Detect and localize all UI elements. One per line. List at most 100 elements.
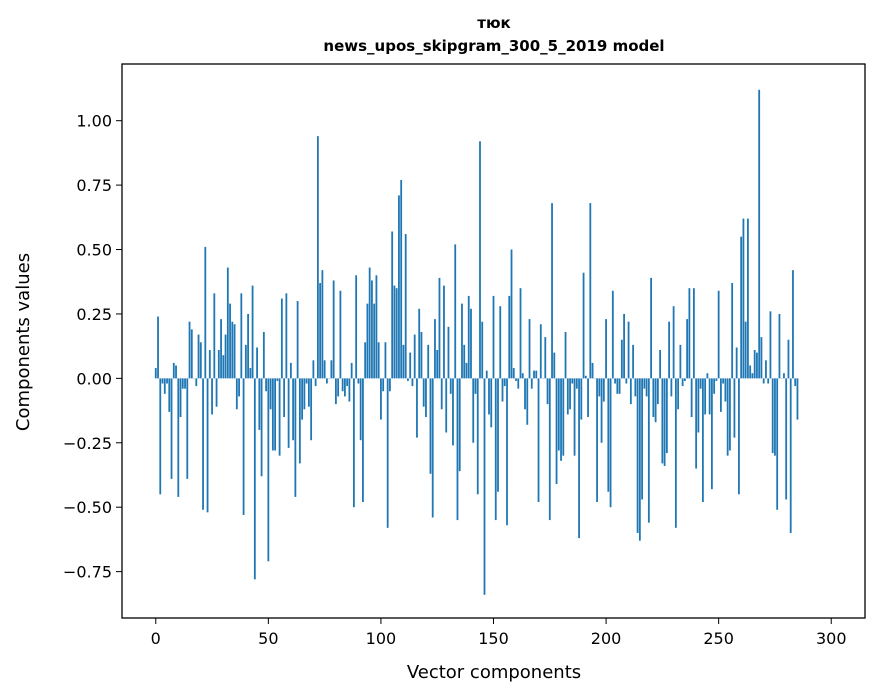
bar [154,368,157,379]
bar [195,378,198,387]
bar [720,378,722,412]
bar [670,378,673,397]
bar [508,295,511,379]
y-tick-label: 0.75 [76,176,112,195]
x-axis-label: Vector components [407,662,581,683]
bar [445,378,448,433]
bar [731,283,734,379]
bar [690,378,693,418]
x-tick-label: 100 [366,629,397,648]
bar [159,378,162,495]
bar [262,331,265,379]
bar [605,319,607,379]
y-tick-label: 0.50 [76,241,112,260]
bar [409,352,412,379]
bar [312,360,315,379]
bar [452,378,454,446]
bar [715,378,718,381]
bar [677,378,680,410]
bar [202,378,204,510]
bar [314,378,317,387]
bar [654,378,657,423]
bar [481,321,484,379]
bar [161,378,164,384]
bar [271,378,274,451]
bar [235,378,238,410]
bar [166,378,168,384]
bar [490,378,493,428]
bar [454,244,457,379]
bar [353,378,355,508]
bar [319,283,322,379]
bar [765,360,767,379]
bar [758,89,761,379]
bar [422,378,425,407]
bar [602,378,605,402]
bar [384,342,387,379]
bar [226,267,229,379]
bar [366,303,369,379]
bar [476,378,479,495]
bar [553,352,556,379]
bar [233,324,236,379]
bar [589,203,592,379]
bar [190,329,193,379]
bar [760,337,763,379]
bar [627,321,630,379]
bar [580,378,583,420]
bar [289,362,292,379]
bar [197,334,200,379]
bar [747,218,749,379]
bar [769,311,772,379]
bar [294,378,297,497]
bar [456,378,459,521]
bar [668,321,671,379]
bar [688,288,691,379]
bar [519,288,522,379]
bar [231,321,234,379]
bar [269,378,272,410]
x-tick-label: 250 [703,629,734,648]
bar [321,270,324,379]
bar [510,249,513,379]
bar [386,378,389,528]
x-tick-label: 150 [478,629,509,648]
bar [429,378,432,474]
bar [301,378,304,420]
bar [310,378,313,441]
bar [783,373,785,379]
bar [330,360,333,379]
bar [400,179,403,379]
bar [285,293,288,379]
bar [521,373,524,379]
bar [238,378,240,397]
bar [247,313,249,379]
bar [681,378,684,387]
bar [544,337,547,379]
bar [787,339,790,379]
bar [398,195,400,379]
bar [181,378,184,389]
bar [517,378,520,389]
bar [582,272,585,379]
bar [211,378,213,415]
bar [157,316,159,379]
bar [497,378,499,492]
bar [528,319,531,379]
bar [584,375,587,379]
bar [656,378,659,405]
bar [634,378,637,397]
bar [573,378,576,456]
bar [659,350,662,379]
bar [692,288,695,379]
x-tick-label: 50 [258,629,278,648]
bar [343,378,346,397]
bar [488,378,490,415]
bar [503,378,506,387]
bar [636,378,639,533]
bar [224,334,227,379]
bar [756,352,758,379]
bar [562,378,565,456]
bar [530,378,533,389]
bar [512,368,515,379]
